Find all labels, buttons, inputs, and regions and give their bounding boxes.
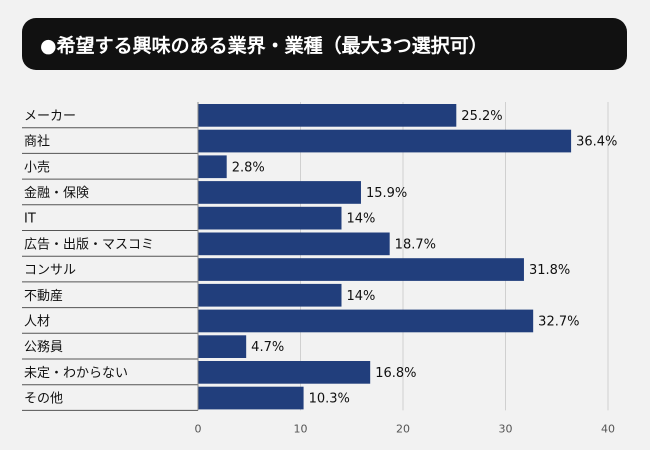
data-label: 10.3% [309,392,350,407]
bar [198,206,342,230]
category-label: 金融・保険 [24,185,89,201]
data-label: 36.4% [576,135,617,150]
bar [198,232,390,256]
x-tick-label: 0 [195,422,202,435]
category-label: 小売 [24,159,50,175]
bar [198,258,524,281]
x-tick-label: 40 [601,422,615,435]
bar [198,335,247,358]
category-label: 商社 [24,134,50,150]
bar [198,104,457,127]
x-tick-label: 10 [294,422,308,435]
x-tick-label: 30 [499,422,513,435]
chart-title: ●希望する興味のある業界・業種（最大3つ選択可） [40,34,488,57]
category-label: 人材 [24,314,50,329]
bar [198,283,342,307]
data-label: 14% [347,212,376,227]
bar [198,309,534,333]
bar [198,361,371,384]
data-label: 14% [347,289,376,304]
data-label: 16.8% [375,366,416,381]
category-label: メーカー [24,109,76,124]
category-label: コンサル [24,263,76,278]
data-label: 18.7% [395,237,436,252]
category-label: 公務員 [24,340,63,355]
data-label: 4.7% [251,340,284,355]
category-label: 広告・出版・マスコミ [24,237,154,252]
category-label: その他 [24,392,63,407]
category-label: 不動産 [24,288,63,304]
data-label: 15.9% [366,186,407,201]
category-label: IT [24,212,36,227]
data-label: 32.7% [538,314,579,329]
category-label: 未定・わからない [24,366,128,381]
title-bar: ●希望する興味のある業界・業種（最大3つ選択可） [22,18,627,70]
bar [198,129,572,153]
bar [198,181,361,204]
data-label: 31.8% [529,263,570,278]
bar [198,155,227,179]
data-label: 2.8% [232,160,265,175]
data-label: 25.2% [461,109,502,124]
bar [198,386,304,410]
x-tick-label: 20 [396,422,410,435]
